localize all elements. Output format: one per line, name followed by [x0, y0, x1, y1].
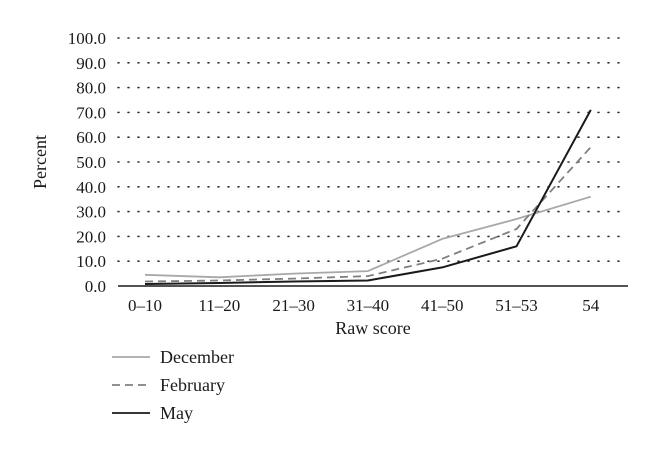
legend: December February May	[112, 347, 234, 423]
x-tick-label: 21–30	[272, 296, 315, 315]
y-tick-label: 70.0	[76, 103, 106, 122]
series-line-december	[144, 195, 592, 279]
y-tick-label: 30.0	[76, 203, 106, 222]
series-lines	[144, 109, 592, 285]
y-tick-label: 20.0	[76, 227, 106, 246]
legend-label-december: December	[160, 347, 234, 367]
x-tick-label: 0–10	[128, 296, 162, 315]
y-tick-label: 10.0	[76, 252, 106, 271]
y-tick-label: 40.0	[76, 178, 106, 197]
y-tick-label: 0.0	[85, 277, 106, 296]
y-tick-label: 80.0	[76, 79, 106, 98]
x-tick-label: 31–40	[347, 296, 390, 315]
y-tick-labels: 0.0 10.0 20.0 30.0 40.0 50.0 60.0 70.0 80.0 90.0 1…	[68, 29, 106, 296]
x-tick-label: 51–53	[495, 296, 538, 315]
x-tick-label: 54	[582, 296, 600, 315]
y-tick-label: 100.0	[68, 29, 106, 48]
series-line-may	[144, 109, 592, 285]
y-tick-label: 90.0	[76, 54, 106, 73]
x-axis-title: Raw score	[335, 318, 410, 338]
gridlines	[117, 37, 629, 263]
x-tick-labels: 0–10 11–20 21–30 31–40 41–50 51–53 54	[128, 296, 600, 315]
y-axis-title: Percent	[30, 135, 50, 189]
legend-label-may: May	[160, 403, 193, 423]
series-line-february	[144, 146, 592, 283]
x-tick-label: 41–50	[421, 296, 464, 315]
legend-label-february: February	[160, 375, 225, 395]
y-tick-label: 60.0	[76, 128, 106, 147]
y-tick-label: 50.0	[76, 153, 106, 172]
x-tick-label: 11–20	[198, 296, 240, 315]
